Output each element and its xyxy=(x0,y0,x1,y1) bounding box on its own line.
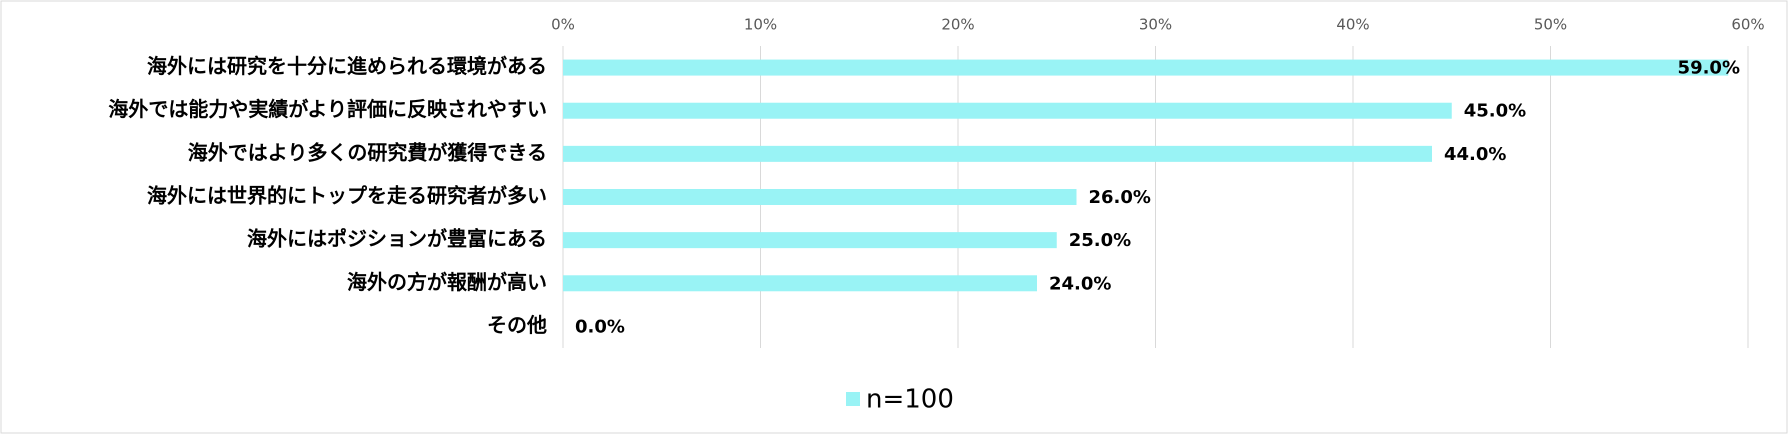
value-label: 45.0% xyxy=(1464,101,1526,122)
category-label: 海外には研究を十分に進められる環境がある xyxy=(147,54,547,78)
legend-label: n=100 xyxy=(866,385,954,415)
x-tick-label: 50% xyxy=(1534,16,1567,34)
value-label: 25.0% xyxy=(1069,230,1131,251)
category-label: 海外には世界的にトップを走る研究者が多い xyxy=(147,184,547,208)
bar xyxy=(563,189,1077,205)
bar xyxy=(563,145,1432,162)
value-label: 24.0% xyxy=(1049,273,1111,294)
legend-swatch xyxy=(846,392,860,406)
value-label: 59.0% xyxy=(1678,58,1740,79)
x-tick-label: 30% xyxy=(1139,16,1172,34)
category-label: 海外ではより多くの研究費が獲得できる xyxy=(188,140,547,164)
category-label: 海外にはポジションが豊富にある xyxy=(247,227,547,251)
bar xyxy=(563,102,1452,119)
category-label: 海外では能力や実績がより評価に反映されやすい xyxy=(108,97,547,121)
bar xyxy=(563,232,1057,249)
x-tick-label: 40% xyxy=(1336,16,1369,34)
x-tick-label: 0% xyxy=(551,16,575,34)
value-label: 26.0% xyxy=(1089,187,1151,208)
category-label: 海外の方が報酬が高い xyxy=(347,270,547,294)
x-tick-label: 60% xyxy=(1731,16,1764,34)
bar xyxy=(563,275,1037,292)
value-label: 44.0% xyxy=(1444,144,1506,165)
x-tick-label: 10% xyxy=(744,16,777,34)
x-tick-label: 20% xyxy=(941,16,974,34)
bar xyxy=(563,59,1729,76)
category-label: その他 xyxy=(487,313,547,337)
value-label: 0.0% xyxy=(575,316,625,337)
